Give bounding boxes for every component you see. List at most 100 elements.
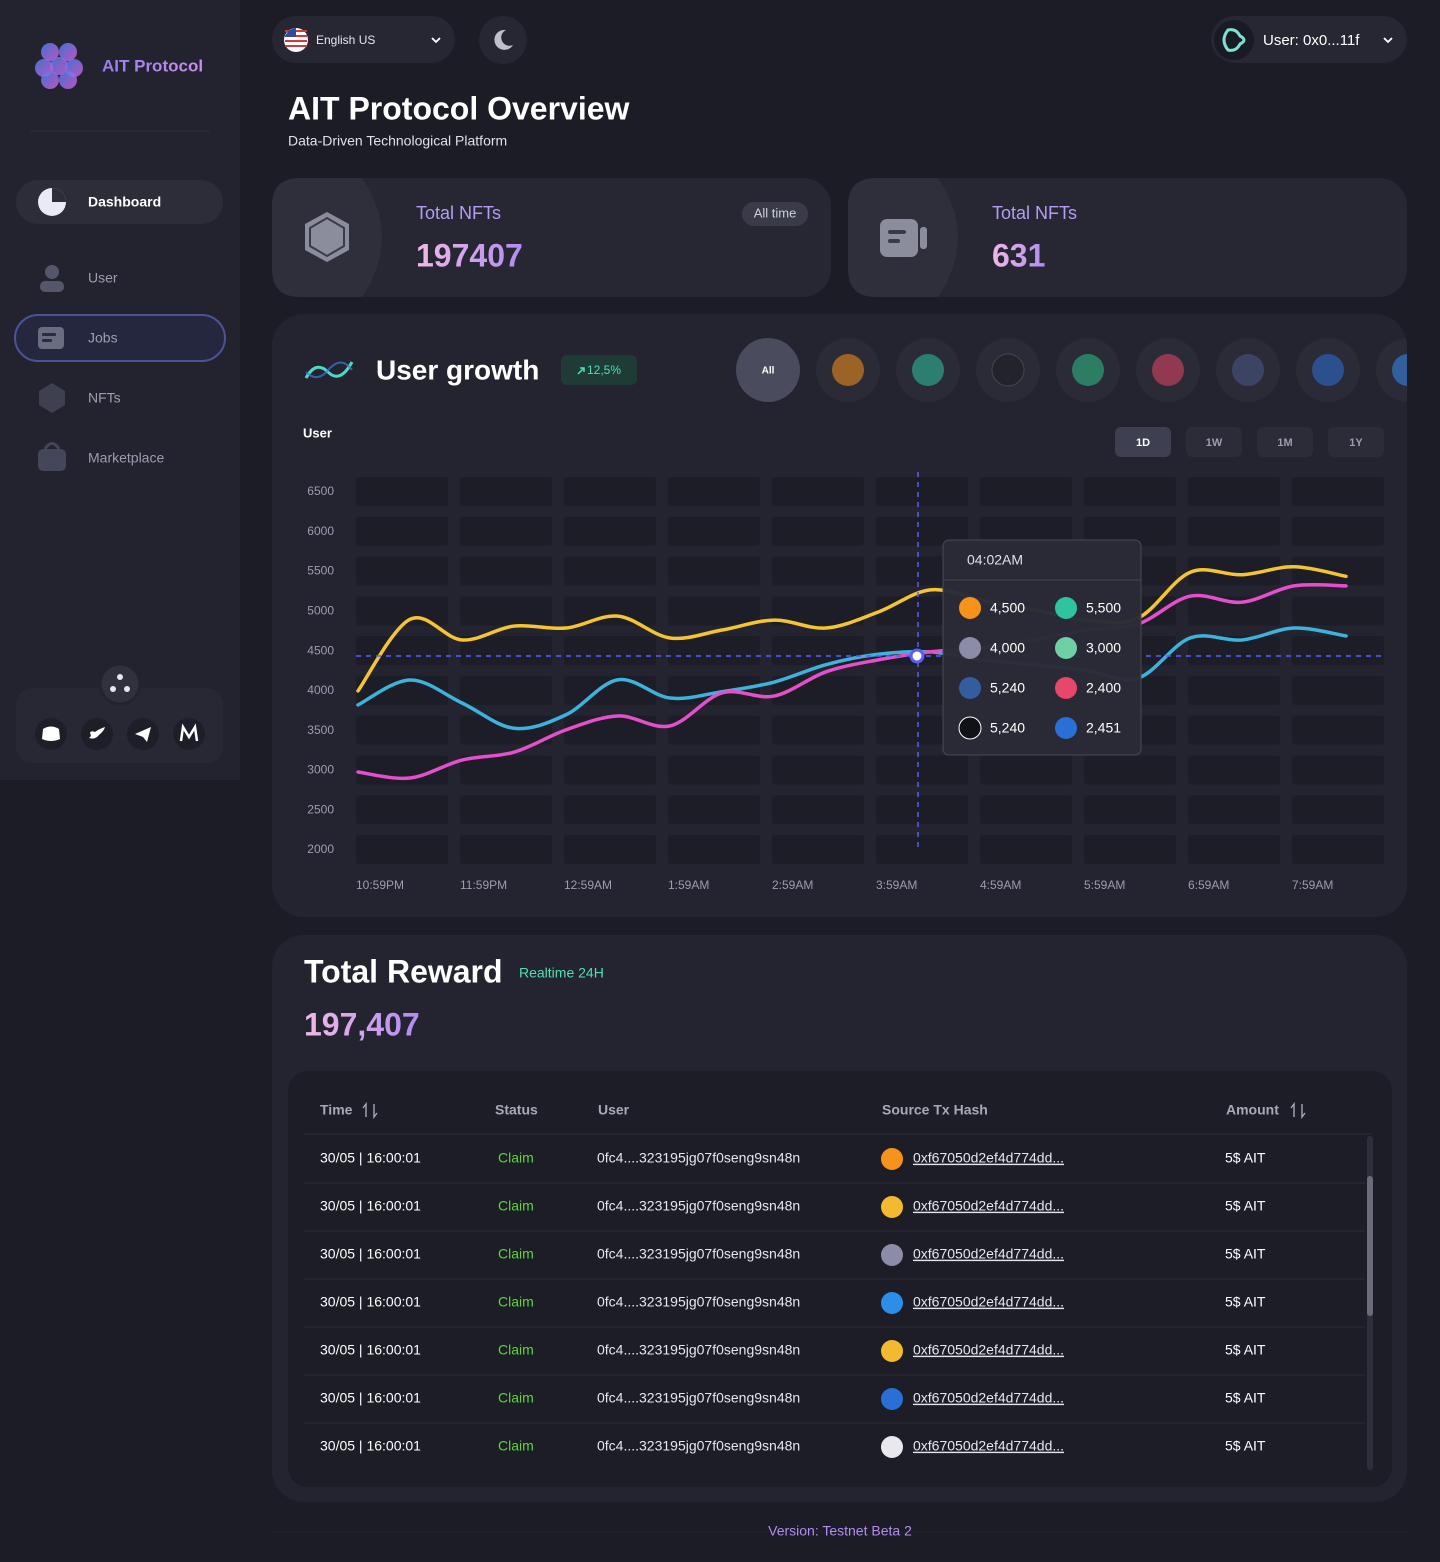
reward-badge: Realtime 24H [519, 965, 604, 981]
grid-cell [772, 556, 864, 586]
grid-cell [356, 835, 448, 864]
tooltip-icon [1055, 637, 1077, 659]
tooltip: 04:02AM 4,500 5,500 4,000 3,000 5,240 2,400 5,2… [942, 539, 1142, 756]
stat-value: 631 [992, 237, 1045, 273]
cell: 5$ AIT [1225, 1246, 1266, 1262]
cell: 5$ AIT [1225, 1438, 1266, 1454]
coin-filter[interactable] [1296, 338, 1360, 402]
sidebar: AIT Protocol Dashboard User Jobs NFTs Marketp… [0, 0, 240, 780]
grid-cell [668, 556, 760, 586]
grid-cell [460, 795, 552, 825]
x-tick-label: 6:59AM [1188, 878, 1229, 892]
hub-dot [124, 686, 130, 692]
grid-cell [876, 795, 968, 825]
social-link[interactable] [35, 718, 67, 750]
stat-badge [742, 202, 808, 226]
x-tick-label: 12:59AM [564, 878, 612, 892]
logo [35, 43, 83, 89]
column-header-label: User [598, 1102, 630, 1118]
coin-filter[interactable] [1376, 338, 1440, 402]
cell: Claim [498, 1246, 534, 1262]
grid-cell [356, 556, 448, 586]
grid-cell [1084, 835, 1176, 864]
social-hub [98, 662, 142, 706]
grid-cell [460, 835, 552, 864]
coin-filter[interactable] [1216, 338, 1280, 402]
grid-cell [1188, 675, 1280, 705]
stat-badge-label: All time [754, 205, 797, 220]
column-header[interactable]: Amount [1226, 1102, 1306, 1120]
stat-label: Total NFTs [992, 203, 1077, 223]
social-link[interactable] [81, 718, 113, 750]
cell[interactable]: 0xf67050d2ef4d774dd... [913, 1294, 1064, 1310]
logo-cell [41, 71, 59, 89]
social-icon [89, 727, 105, 739]
nav-item[interactable]: NFTs [39, 383, 121, 413]
period-button[interactable]: 1D [1115, 427, 1171, 457]
x-tick-label: 1:59AM [668, 878, 709, 892]
period-button[interactable]: 1Y [1328, 427, 1384, 457]
hub-dot [110, 686, 116, 692]
nav-item[interactable]: Dashboard [16, 180, 223, 224]
footer-version: Version: Testnet Beta 2 [768, 1523, 912, 1539]
nav-item[interactable]: Jobs [14, 314, 226, 362]
grid-cell [564, 516, 656, 546]
cell[interactable]: 0xf67050d2ef4d774dd... [913, 1390, 1064, 1406]
moon-icon [494, 29, 513, 50]
social-icon [135, 727, 151, 742]
y-tick-label: 5000 [307, 604, 334, 618]
cell[interactable]: 0xf67050d2ef4d774dd... [913, 1342, 1064, 1358]
cell[interactable]: 0xf67050d2ef4d774dd... [913, 1246, 1064, 1262]
x-tick-label: 3:59AM [876, 878, 917, 892]
cell[interactable]: 0xf67050d2ef4d774dd... [913, 1150, 1064, 1166]
coin-icon [991, 353, 1025, 387]
grid-cell [876, 477, 968, 506]
scroll-thumb[interactable] [1367, 1176, 1373, 1316]
social-link[interactable] [173, 718, 205, 750]
grid-cell [668, 675, 760, 705]
cell[interactable]: 0xf67050d2ef4d774dd... [913, 1198, 1064, 1214]
coin-filter[interactable] [816, 338, 880, 402]
nav-item[interactable]: User [40, 265, 118, 292]
period-bg [1115, 427, 1171, 457]
cell: 5$ AIT [1225, 1150, 1266, 1166]
grid-cell [1292, 556, 1384, 586]
stat-card-bg [848, 178, 1407, 297]
tooltip-value: 4,500 [990, 600, 1025, 616]
social-link[interactable] [127, 718, 159, 750]
theme-toggle[interactable] [479, 16, 527, 64]
coin-filter-bg [1376, 338, 1407, 402]
grid-cell [356, 715, 448, 745]
user-menu[interactable]: User: 0x0...11f [1211, 16, 1407, 63]
tooltip-icon [1055, 677, 1077, 699]
cell: Claim [498, 1150, 534, 1166]
tooltip-value: 5,500 [1086, 600, 1121, 616]
coin-filter[interactable] [976, 338, 1040, 402]
coin-filter[interactable]: All [736, 338, 800, 402]
chart-title: User growth [376, 354, 539, 385]
cell: Claim [498, 1342, 534, 1358]
coin-filter[interactable] [1136, 338, 1200, 402]
grid-cell [1188, 835, 1280, 864]
y-tick-label: 6500 [307, 484, 334, 498]
period-label: 1Y [1349, 437, 1363, 449]
coin-icon [1152, 354, 1184, 386]
y-axis-label: User [303, 425, 332, 440]
period-button[interactable]: 1M [1257, 427, 1313, 457]
period-button[interactable]: 1W [1186, 427, 1242, 457]
grid-cell [460, 715, 552, 745]
jobs-icon [880, 219, 918, 257]
period-bg [1257, 427, 1313, 457]
grid-cell [564, 596, 656, 626]
column-header[interactable]: Time [320, 1102, 378, 1120]
nav-label: Jobs [88, 330, 118, 346]
grid-cell [772, 636, 864, 666]
language-select[interactable]: English US [272, 16, 455, 63]
coin-filter[interactable] [896, 338, 960, 402]
nav-icon-line [42, 339, 52, 342]
logo-cell [59, 71, 77, 89]
nav-item[interactable]: Marketplace [38, 442, 164, 472]
coin-filter[interactable] [1056, 338, 1120, 402]
series-line [356, 565, 1348, 693]
cell[interactable]: 0xf67050d2ef4d774dd... [913, 1438, 1064, 1454]
